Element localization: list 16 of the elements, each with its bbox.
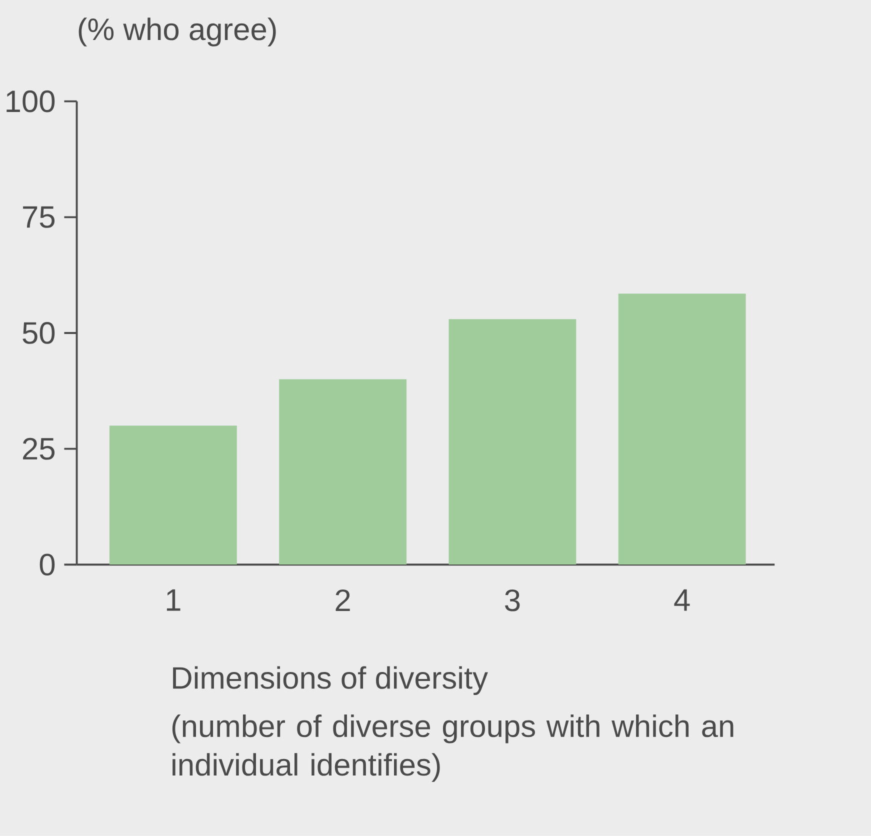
bar	[109, 426, 237, 565]
bar	[279, 379, 407, 565]
bar	[448, 319, 576, 565]
x-tick-label: 3	[505, 590, 520, 612]
y-tick-label: 100	[6, 90, 55, 112]
x-tick-label: 1	[166, 590, 180, 611]
x-tick-label: 4	[674, 590, 690, 611]
y-tick-label: 75	[23, 206, 55, 228]
x-axis-title: Dimensions of diversity	[173, 666, 488, 696]
y-tick-label: 25	[23, 438, 55, 460]
y-axis-title: (% who agree)	[78, 18, 276, 46]
y-tick-label: 50	[22, 322, 55, 344]
bar	[618, 294, 746, 565]
x-tick-label: 2	[336, 590, 350, 612]
y-tick-label: 0	[40, 554, 55, 576]
text: (number of diverse groups with which an individual identifies)	[172, 714, 734, 782]
